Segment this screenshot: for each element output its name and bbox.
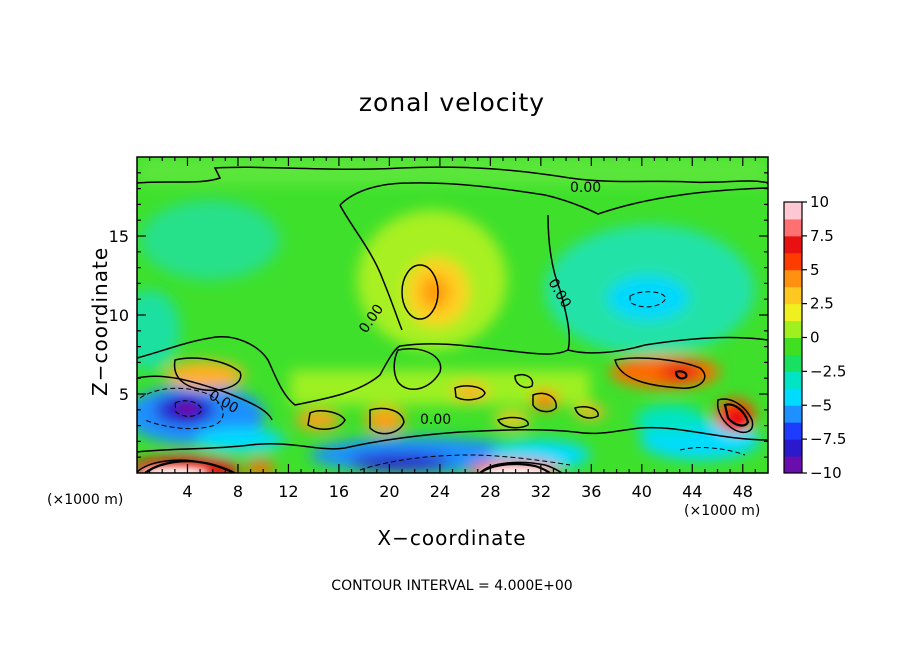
contour-label: 0.00 — [420, 412, 451, 428]
colorbar-tick-label: −7.5 — [810, 430, 846, 448]
colorbar-swatch — [784, 371, 802, 389]
contour-label: 0.00 — [570, 180, 601, 196]
colorbar-swatch — [784, 405, 802, 423]
contour-interval-note: CONTOUR INTERVAL = 4.000E+00 — [331, 578, 573, 594]
x-tick-label: 16 — [329, 482, 349, 501]
x-axis-unit: (×1000 m) — [684, 503, 761, 519]
x-tick-label: 12 — [278, 482, 298, 501]
velocity-field — [137, 157, 768, 473]
colorbar-swatch — [784, 235, 802, 254]
x-tick-label: 48 — [733, 482, 753, 501]
colorbar-swatch — [784, 286, 802, 305]
x-tick-label: 24 — [430, 482, 450, 501]
colorbar-swatch — [784, 252, 802, 271]
axes — [137, 157, 768, 473]
colorbar-swatch — [784, 218, 802, 237]
colorbar-swatch — [784, 354, 802, 372]
x-tick-label: 4 — [182, 482, 192, 501]
chart-title: zonal velocity — [358, 88, 546, 117]
colorbar-swatch — [784, 320, 802, 338]
x-tick-label: 40 — [632, 482, 652, 501]
colorbar-tick-label: −2.5 — [810, 362, 846, 380]
positive-contours — [144, 370, 750, 473]
colorbar-swatch — [784, 337, 802, 355]
y-tick-label: 5 — [119, 385, 129, 404]
colorbar-labels: 10 7.5 5 2.5 0 −2.5 −5 −7.5 −10 — [810, 193, 846, 482]
colorbar-tick-label: 5 — [810, 261, 820, 279]
colorbar — [783, 201, 807, 474]
colorbar-swatch — [784, 456, 802, 474]
x-tick-label: 8 — [233, 482, 243, 501]
colorbar-swatch — [784, 269, 802, 288]
colorbar-tick-label: −5 — [810, 396, 832, 414]
x-tick-label: 44 — [682, 482, 702, 501]
colorbar-tick-label: 0 — [810, 329, 820, 347]
colorbar-tick-label: 7.5 — [810, 227, 834, 245]
colorbar-swatch — [784, 422, 802, 440]
x-axis-label: X−coordinate — [377, 526, 527, 550]
colorbar-tick-label: 2.5 — [810, 295, 834, 313]
colorbar-swatch — [784, 202, 802, 220]
colorbar-swatch — [784, 439, 802, 457]
x-tick-label: 28 — [480, 482, 500, 501]
y-tick-label: 10 — [109, 306, 129, 325]
colorbar-swatch — [784, 388, 802, 406]
colorbar-tick-label: 10 — [810, 193, 829, 211]
y-axis-unit: (×1000 m) — [47, 492, 124, 508]
negative-contours — [139, 291, 746, 471]
colorbar-tick-label: −10 — [810, 464, 842, 482]
y-axis-label: Z−coordinate — [88, 246, 112, 396]
zero-contours — [137, 166, 768, 473]
x-tick-label: 36 — [581, 482, 601, 501]
colorbar-swatch — [784, 303, 802, 322]
x-tick-label: 20 — [379, 482, 399, 501]
y-tick-label: 15 — [109, 227, 129, 246]
x-tick-label: 32 — [531, 482, 551, 501]
